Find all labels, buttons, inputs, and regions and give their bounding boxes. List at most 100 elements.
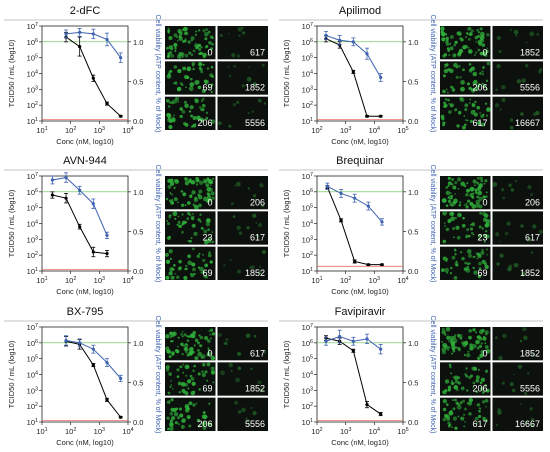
fluorescent-cell: [447, 199, 452, 203]
fluorescent-cell: [442, 74, 446, 78]
x-tick-label: 103: [369, 276, 380, 285]
fluorescent-cell: [448, 363, 452, 367]
fluorescent-cell: [191, 247, 195, 251]
fluorescent-cell: [477, 238, 480, 241]
fluorescent-cell: [177, 381, 182, 386]
fluorescent-cell: [168, 271, 173, 276]
fluorescent-cell: [181, 352, 184, 356]
fluorescent-cell: [201, 88, 206, 94]
fluorescent-cell: [445, 327, 451, 332]
fluorescent-cell: [473, 53, 476, 57]
fluorescent-cell: [466, 262, 470, 266]
micrograph-concentration-label: 206: [472, 384, 487, 394]
x-tick-label: 104: [397, 276, 408, 285]
fluorescent-cell: [209, 260, 213, 264]
y-tick-label: 106: [27, 188, 38, 197]
fluorescent-cell: [191, 179, 196, 185]
fluorescent-cell: [506, 221, 511, 226]
fluorescent-cell: [481, 259, 486, 264]
fluorescent-cell: [457, 381, 461, 385]
fluorescent-cell: [465, 234, 469, 239]
x-tick-label: 101: [36, 427, 47, 436]
fluorescent-cell: [199, 117, 204, 122]
fluorescent-cell: [476, 105, 481, 110]
fluorescent-cell: [204, 37, 208, 41]
fluorescent-cell: [195, 79, 200, 85]
fluorescent-cell: [191, 64, 195, 67]
data-point: [78, 30, 82, 34]
fluorescent-cell: [462, 342, 467, 348]
fluorescent-cell: [181, 55, 184, 58]
fluorescent-cell: [181, 230, 184, 234]
fluorescent-cell: [443, 224, 446, 227]
data-point: [365, 52, 369, 56]
fluorescent-cell: [450, 266, 453, 270]
fluorescent-cell: [451, 379, 454, 382]
fluorescent-cell: [230, 369, 233, 372]
x-tick-label: 105: [397, 427, 408, 436]
fluorescent-cell: [188, 239, 192, 243]
fluorescent-cell: [454, 193, 456, 195]
fluorescent-cell: [183, 26, 188, 32]
fluorescent-cell: [469, 186, 475, 192]
fluorescent-cell: [462, 386, 465, 389]
fluorescent-cell: [486, 107, 491, 112]
fluorescent-cell: [182, 66, 187, 71]
fluorescent-cell: [172, 388, 174, 390]
fluorescent-cell: [208, 330, 211, 333]
fluorescent-cell: [188, 110, 192, 113]
fluorescent-cell: [236, 54, 241, 58]
fluorescent-cell: [202, 363, 206, 367]
fluorescent-cell: [203, 179, 208, 184]
fluorescent-cell: [469, 102, 471, 104]
x-tick-label: 103: [94, 276, 105, 285]
fluorescent-cell: [442, 89, 446, 94]
fluorescent-cell: [176, 345, 179, 348]
fluorescent-cell: [190, 114, 194, 118]
fluorescent-cell: [495, 88, 498, 92]
fluorescent-cell: [195, 178, 200, 183]
fluorescent-cell: [469, 119, 473, 124]
fluorescent-cell: [236, 100, 240, 104]
fluorescent-cell: [453, 276, 458, 280]
data-point: [119, 114, 123, 118]
fluorescent-cell: [449, 272, 453, 275]
fluorescent-cell: [181, 222, 184, 226]
x-tick-label: 104: [369, 427, 380, 436]
fluorescent-cell: [481, 70, 484, 73]
y2-tick-label: 1.0: [133, 188, 143, 197]
fluorescent-cell: [192, 213, 194, 215]
y2-tick-label: 0.5: [408, 378, 418, 387]
y-tick-label: 103: [27, 85, 38, 94]
fluorescent-cell: [190, 77, 193, 81]
fluorescent-cell: [486, 88, 489, 91]
fluorescent-cell: [186, 379, 192, 384]
micrograph-concentration-label: 23: [202, 233, 212, 243]
fluorescent-cell: [207, 236, 211, 240]
fluorescent-cell: [524, 63, 529, 68]
fluorescent-cell: [445, 414, 450, 419]
x-tick-label: 102: [65, 427, 76, 436]
fluorescent-cell: [442, 239, 447, 244]
fluorescent-cell: [502, 333, 507, 339]
y2-tick-label: 0.5: [408, 227, 418, 236]
fluorescent-cell: [464, 261, 468, 265]
fluorescent-cell: [232, 103, 237, 107]
fluorescent-cell: [165, 275, 170, 280]
y2-axis-label: Cell viability (ATP content, % of Mock): [154, 14, 161, 132]
fluorescent-cell: [176, 351, 179, 354]
fluorescent-cell: [501, 97, 506, 102]
fluorescent-cell: [448, 49, 451, 52]
x-axis-label: Conc (nM, log10): [331, 137, 389, 146]
fluorescent-cell: [482, 195, 486, 199]
fluorescent-cell: [166, 113, 172, 119]
fluorescent-cell: [445, 227, 450, 232]
fluorescent-cell: [454, 40, 458, 45]
fluorescent-cell: [535, 110, 540, 116]
fluorescent-cell: [454, 398, 457, 402]
y2-axis-label: Cell viability (ATP content, % of Mock): [429, 164, 436, 282]
y-tick-label: 105: [302, 204, 313, 213]
fluorescent-cell: [185, 264, 188, 268]
fluorescent-cell: [199, 220, 202, 223]
